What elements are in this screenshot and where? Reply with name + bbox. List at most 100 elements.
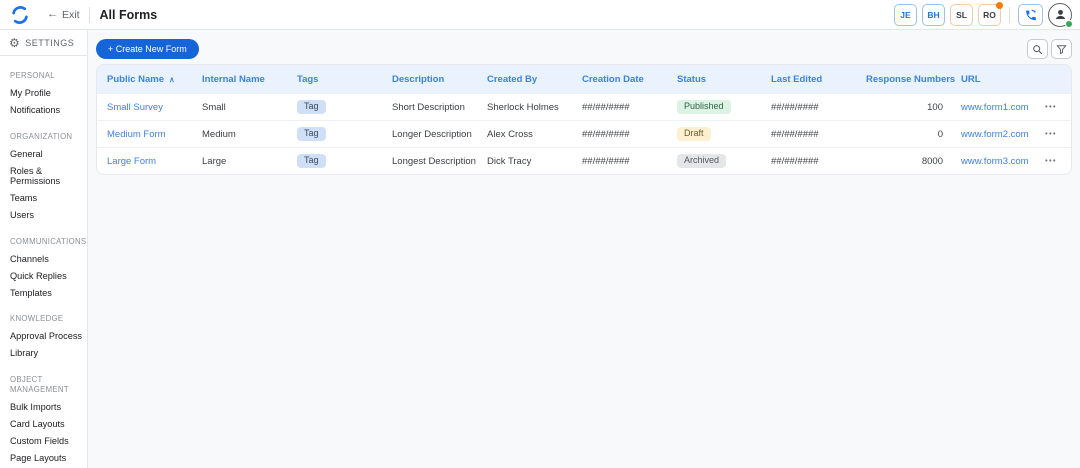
sort-asc-icon: ∧ [167, 74, 175, 84]
sidebar-item-roles-permissions[interactable]: Roles & Permissions [10, 165, 61, 187]
table-row-medium-form: Medium Form Medium Tag Longer Description Al… [97, 120, 1071, 147]
settings-label: SETTINGS [25, 37, 75, 48]
sidebar-section-knowledge: KNOWLEDGE Approval Process Library [10, 314, 83, 362]
sidebar-item-channels[interactable]: Channels [10, 253, 49, 264]
sidebar-section-title: OBJECT MANAGEMENT [10, 375, 69, 394]
search-button[interactable] [1027, 39, 1048, 59]
sidebar-item-approval-process[interactable]: Approval Process [10, 331, 83, 342]
app-logo-icon[interactable] [10, 5, 30, 25]
more-options-icon[interactable]: ••• [1045, 130, 1057, 138]
status-badge-archived: Archived [677, 153, 727, 169]
sidebar-item-library[interactable]: Library [10, 348, 39, 359]
user-button-ro[interactable]: RO [978, 1, 1003, 26]
column-header-url[interactable]: URL [961, 73, 981, 85]
exit-label: Exit [62, 8, 80, 21]
table-row-small-survey: Small Survey Small Tag Short Description She… [97, 93, 1071, 120]
tags-cell: Tag [287, 99, 382, 115]
phone-icon [1026, 9, 1036, 21]
column-header-tags[interactable]: Tags [297, 73, 319, 85]
column-header-response-numbers[interactable]: Response Numbers [866, 73, 956, 85]
column-header-public-name[interactable]: Public Name ∧ [107, 73, 175, 85]
column-header-internal-name[interactable]: Internal Name [202, 73, 265, 85]
more-options-icon[interactable]: ••• [1045, 103, 1057, 111]
table-header-row: Public Name ∧ Internal Name Tags Descriptio… [97, 65, 1071, 93]
column-header-last-edited[interactable]: Last Edited [771, 73, 823, 85]
status-badge-published: Published [677, 99, 731, 115]
url-link[interactable]: www.form1.com [961, 101, 1029, 113]
gear-icon: ⚙ [9, 35, 21, 50]
user-button-sl[interactable]: SL [950, 3, 973, 26]
internal-name-cell: Medium [202, 128, 236, 140]
toolbar: + Create New Form [96, 39, 1072, 59]
column-header-description[interactable]: Description [392, 73, 445, 85]
sidebar-item-notifications[interactable]: Notifications [10, 104, 61, 115]
tags-cell: Tag [287, 126, 382, 142]
phone-button[interactable] [1018, 3, 1043, 26]
notification-badge-dot [996, 1, 1003, 9]
sidebar-item-custom-fields[interactable]: Custom Fields [10, 435, 69, 446]
settings-header: ⚙ SETTINGS [0, 30, 87, 56]
status-badge-draft: Draft [677, 126, 711, 142]
user-button-je[interactable]: JE [894, 3, 917, 26]
description-cell: Longest Description [392, 155, 476, 167]
sidebar: ⚙ SETTINGS PERSONAL My Profile Notificatio… [0, 30, 88, 468]
last-edited-cell: ##/##/#### [771, 155, 819, 167]
status-cell: Published [667, 99, 761, 115]
sidebar-item-page-layouts[interactable]: Page Layouts [10, 452, 67, 463]
public-name-link[interactable]: Small Survey [107, 101, 163, 113]
sidebar-item-teams[interactable]: Teams [10, 193, 38, 204]
sidebar-section-personal: PERSONAL My Profile Notifications [10, 71, 83, 119]
sidebar-item-card-layouts[interactable]: Card Layouts [10, 418, 65, 429]
sidebar-section-title: COMMUNICATIONS [10, 236, 87, 246]
sidebar-item-my-profile[interactable]: My Profile [10, 87, 51, 98]
public-name-link[interactable]: Large Form [107, 155, 157, 167]
filter-icon [1056, 44, 1067, 54]
tag-chip[interactable]: Tag [297, 126, 326, 142]
column-header-created-by[interactable]: Created By [487, 73, 538, 85]
public-name-link[interactable]: Medium Form [107, 128, 166, 140]
column-header-status[interactable]: Status [677, 73, 707, 85]
created-by-cell: Dick Tracy [487, 155, 532, 167]
tag-chip[interactable]: Tag [297, 99, 326, 115]
created-by-cell: Sherlock Holmes [487, 101, 559, 113]
topbar-actions: JE BH SL RO [894, 1, 1080, 28]
internal-name-cell: Small [202, 101, 226, 113]
exit-button[interactable]: ← Exit [47, 9, 80, 21]
creation-date-cell: ##/##/#### [582, 155, 630, 167]
back-arrow-icon: ← [47, 8, 58, 20]
sidebar-sections: PERSONAL My Profile Notifications ORGANIZAT… [0, 56, 87, 468]
url-link[interactable]: www.form2.com [961, 128, 1029, 140]
table-body: Small Survey Small Tag Short Description She… [97, 93, 1071, 174]
more-options-icon[interactable]: ••• [1045, 157, 1057, 165]
person-icon [1055, 9, 1065, 20]
toolbar-right [1027, 39, 1072, 59]
topbar-divider [88, 6, 90, 23]
online-status-dot [1065, 19, 1073, 28]
sidebar-section-organization: ORGANIZATION General Roles & Permissions Te… [10, 132, 83, 224]
response-numbers-cell: 100 [927, 101, 943, 113]
created-by-cell: Alex Cross [487, 128, 533, 140]
table-row-large-form: Large Form Large Tag Longest Description Dic… [97, 147, 1071, 174]
creation-date-cell: ##/##/#### [582, 128, 630, 140]
status-cell: Archived [667, 153, 761, 169]
sidebar-item-templates[interactable]: Templates [10, 287, 52, 298]
internal-name-cell: Large [202, 155, 227, 167]
page-title: All Forms [99, 7, 158, 22]
topbar-divider-2 [1009, 6, 1010, 23]
tag-chip[interactable]: Tag [297, 153, 326, 169]
sidebar-item-users[interactable]: Users [10, 210, 34, 220]
topbar: ← Exit All Forms JE BH SL RO [0, 0, 1080, 30]
sidebar-item-quick-replies[interactable]: Quick Replies [10, 270, 67, 281]
url-link[interactable]: www.form3.com [961, 155, 1029, 167]
create-new-form-button[interactable]: + Create New Form [96, 39, 199, 59]
column-header-creation-date[interactable]: Creation Date [582, 73, 644, 85]
forms-table: Public Name ∧ Internal Name Tags Descriptio… [96, 64, 1072, 175]
sidebar-item-general[interactable]: General [10, 148, 43, 159]
sidebar-item-bulk-imports[interactable]: Bulk Imports [10, 401, 62, 412]
user-button-bh[interactable]: BH [922, 3, 945, 26]
description-cell: Longer Description [392, 128, 472, 140]
description-cell: Short Description [392, 101, 465, 113]
filter-button[interactable] [1051, 39, 1072, 59]
response-numbers-cell: 8000 [921, 155, 943, 167]
user-avatar[interactable] [1048, 2, 1073, 28]
